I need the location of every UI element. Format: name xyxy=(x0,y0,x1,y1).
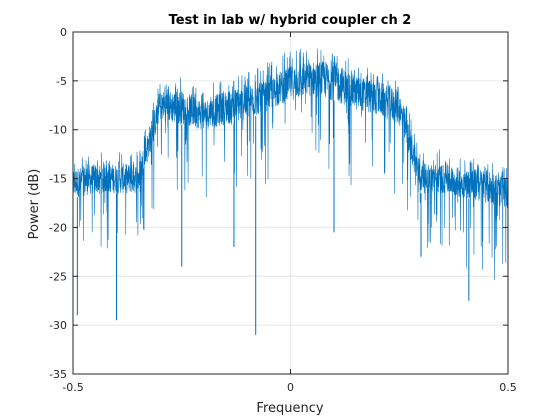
y-tick-label: -15 xyxy=(49,173,67,186)
y-tick-label: -10 xyxy=(49,124,67,137)
y-tick-label: -5 xyxy=(56,75,67,88)
x-axis-label: Frequency xyxy=(256,401,323,416)
x-tick-label: 0 xyxy=(287,381,294,394)
plot-layer: -0.5 0 0.5 0 -5 -10 -15 -20 -25 -30 -35 xyxy=(49,26,517,394)
y-tick-label: -25 xyxy=(49,270,67,283)
y-axis-label: Power (dB) xyxy=(27,169,42,240)
y-tick-label: -20 xyxy=(49,221,67,234)
y-tick-label: -35 xyxy=(49,368,67,381)
chart-title: Test in lab w/ hybrid coupler ch 2 xyxy=(169,13,412,28)
y-tick-label: -30 xyxy=(49,319,67,332)
x-tick-label: 0.5 xyxy=(499,381,517,394)
spectrum-trace xyxy=(72,48,509,281)
y-tick-label: 0 xyxy=(60,26,67,39)
x-tick-label: -0.5 xyxy=(62,381,83,394)
